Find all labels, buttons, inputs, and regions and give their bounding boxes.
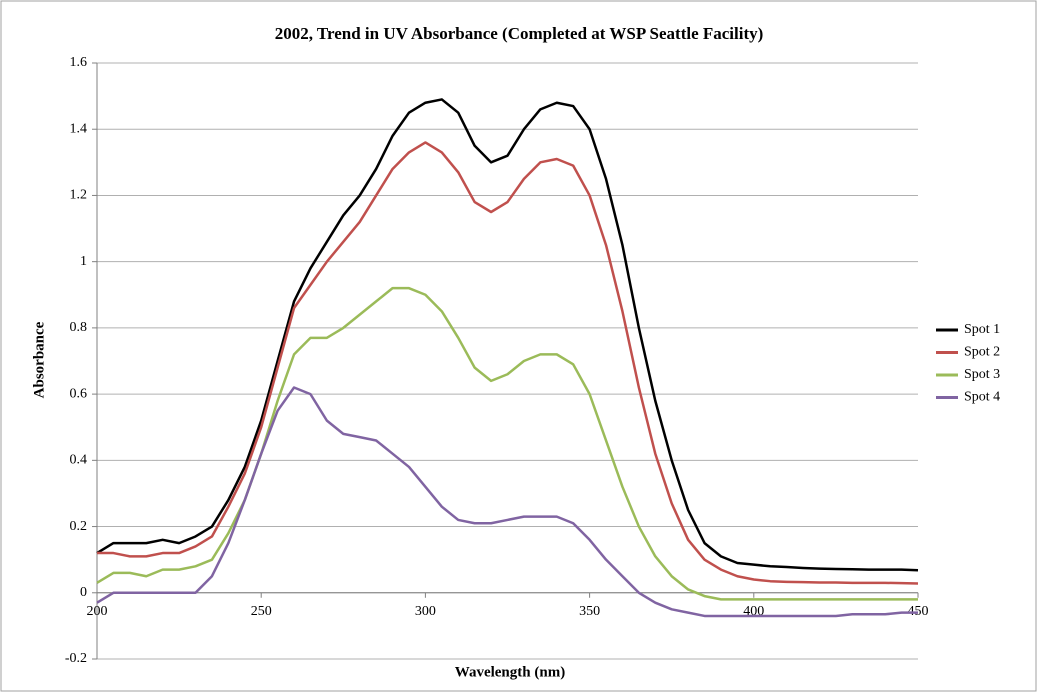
x-tick-label: 250 — [251, 604, 272, 619]
x-tick-label: 300 — [415, 604, 436, 619]
data-line — [96, 286, 918, 601]
x-tick-label: 200 — [87, 604, 108, 619]
y-tick-label: -0.2 — [65, 651, 87, 666]
y-tick-label: 1.6 — [70, 55, 88, 70]
legend-label: Spot 4 — [964, 390, 1000, 405]
x-axis-label: Wavelength (nm) — [455, 664, 565, 680]
y-tick-label: 0 — [80, 585, 87, 600]
legend-label: Spot 3 — [964, 367, 1000, 382]
y-tick-label: 1.4 — [70, 121, 88, 136]
data-line — [96, 386, 918, 618]
y-tick-label: 0.8 — [70, 320, 88, 335]
y-axis-label: Absorbance — [31, 321, 47, 398]
y-tick-label: 1 — [80, 254, 87, 269]
legend-label: Spot 1 — [964, 322, 1000, 337]
x-tick-label: 350 — [579, 604, 600, 619]
chart-title: 2002, Trend in UV Absorbance (Completed … — [275, 24, 764, 43]
y-tick-label: 0.6 — [70, 386, 88, 401]
y-tick-label: 0.4 — [70, 453, 88, 468]
y-tick-label: 1.2 — [70, 188, 88, 203]
legend-label: Spot 2 — [964, 345, 1000, 360]
data-line — [96, 98, 919, 572]
y-tick-label: 0.2 — [70, 519, 88, 534]
data-line — [97, 141, 919, 585]
